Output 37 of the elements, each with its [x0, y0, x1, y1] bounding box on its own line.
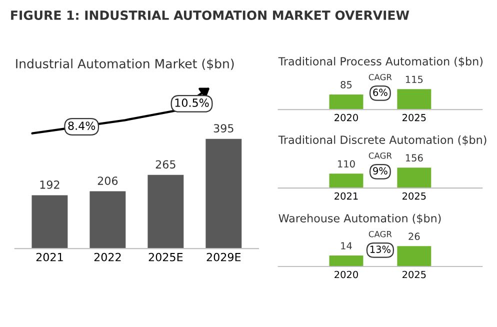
- text: CAGR: [368, 152, 392, 159]
- data-label: 14: [341, 242, 352, 250]
- text: 10.5%: [175, 98, 209, 107]
- annotation: 9%: [373, 167, 388, 174]
- text: 8.4%: [68, 122, 96, 130]
- bar: [148, 174, 184, 249]
- x-tick-label: 2029E: [206, 252, 241, 262]
- data-label: 85: [340, 81, 352, 88]
- x-tick-label: 2020: [334, 270, 358, 278]
- chart-title: Traditional Process Automation ($bn): [278, 56, 482, 67]
- data-label: 110: [338, 160, 355, 168]
- data-label: 395: [214, 124, 234, 132]
- text: CAGR: [368, 230, 392, 238]
- x-tick-label: 2020: [334, 114, 358, 122]
- x-tick-label: 2022: [94, 252, 121, 262]
- annotation: 6%: [373, 88, 388, 96]
- bar: [90, 191, 126, 249]
- bar: [32, 195, 68, 249]
- data-label: 206: [98, 176, 118, 185]
- chart-title: Traditional Discrete Automation ($bn): [278, 135, 486, 146]
- text: CAGR: [368, 74, 392, 80]
- data-label: 26: [408, 232, 420, 240]
- chart-subtitle: Industrial Automation Market ($bn): [16, 58, 234, 70]
- x-tick-label: 2025E: [148, 252, 183, 262]
- x-tick-label: 2021: [334, 192, 358, 200]
- chart-title: FIGURE 1: INDUSTRIAL AUTOMATION MARKET OVERVIEW: [11, 10, 410, 20]
- annotation: 13%: [370, 246, 390, 253]
- data-label: 156: [406, 154, 423, 162]
- x-tick-label: 2021: [36, 252, 63, 262]
- x-tick-label: 2025: [402, 114, 426, 122]
- bar: [206, 138, 242, 249]
- data-label: 115: [406, 76, 423, 84]
- x-tick-label: 2025: [402, 192, 426, 200]
- x-tick-label: 2025: [402, 270, 426, 278]
- chart-title: Warehouse Automation ($bn): [278, 214, 441, 224]
- data-label: 265: [156, 160, 176, 169]
- data-label: 192: [40, 180, 60, 189]
